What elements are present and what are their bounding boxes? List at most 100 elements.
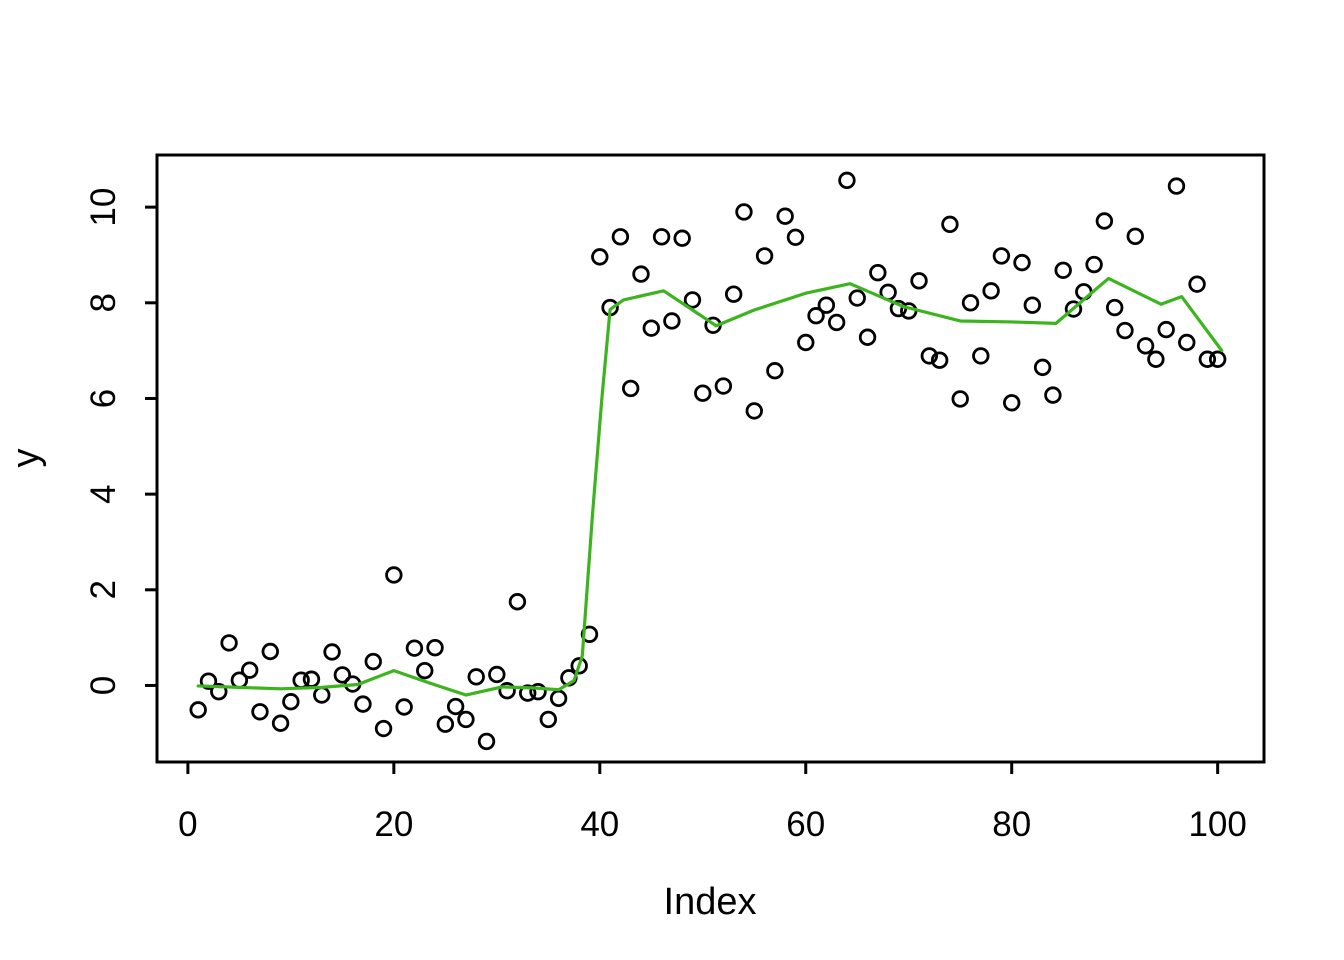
data-series-layer: [189, 171, 1227, 751]
data-point: [549, 689, 568, 708]
data-point: [766, 362, 784, 380]
data-point: [364, 652, 382, 671]
data-point: [1033, 358, 1052, 377]
y-tick-label: 6: [84, 389, 123, 408]
data-point: [1044, 386, 1062, 404]
data-point: [416, 661, 434, 680]
data-point: [1147, 350, 1165, 368]
data-point: [683, 291, 702, 309]
data-point: [405, 639, 424, 657]
data-point: [611, 228, 630, 246]
data-point: [519, 684, 537, 702]
data-point: [580, 625, 599, 643]
data-point: [333, 666, 352, 684]
data-point: [477, 732, 496, 751]
data-point: [786, 228, 805, 246]
data-point: [1105, 298, 1124, 317]
y-tick-label: 4: [84, 484, 123, 503]
data-point: [1188, 275, 1206, 293]
data-point: [1167, 177, 1186, 195]
data-point: [436, 715, 455, 733]
data-point: [313, 686, 331, 704]
data-point: [282, 693, 300, 711]
data-point: [951, 390, 969, 408]
data-point: [652, 228, 671, 246]
data-point: [1198, 350, 1217, 368]
data-point: [776, 207, 794, 225]
data-point: [961, 294, 980, 312]
data-point: [385, 566, 403, 584]
data-point: [930, 351, 949, 369]
data-point: [632, 265, 650, 283]
y-tick-label: 2: [84, 580, 123, 599]
data-point: [1085, 255, 1103, 274]
y-axis-title: y: [5, 449, 47, 468]
data-point: [724, 285, 743, 303]
data-point: [395, 698, 413, 716]
smooth-fit-line: [196, 276, 1224, 697]
data-point: [240, 661, 259, 679]
data-point: [797, 333, 815, 352]
data-point: [910, 272, 928, 290]
data-point: [508, 593, 527, 611]
x-axis-title: Index: [664, 881, 757, 923]
data-point: [827, 313, 846, 332]
data-point: [714, 377, 733, 395]
data-point: [694, 384, 712, 402]
data-point: [755, 247, 774, 265]
data-point: [354, 695, 372, 713]
data-point: [745, 402, 763, 420]
data-point: [529, 682, 547, 701]
data-point: [426, 638, 444, 657]
data-point: [1178, 333, 1196, 352]
data-point: [642, 319, 660, 337]
data-point: [220, 634, 238, 652]
data-point: [374, 719, 393, 738]
data-point: [869, 263, 887, 282]
data-point: [1023, 296, 1042, 314]
data-point: [941, 215, 959, 234]
x-tick-label: 60: [786, 805, 825, 844]
data-point: [302, 670, 321, 688]
data-point: [1095, 212, 1114, 230]
data-point: [457, 710, 475, 729]
data-point: [663, 312, 681, 330]
data-point: [621, 379, 640, 398]
data-point: [673, 229, 691, 247]
y-tick-label: 0: [84, 676, 123, 695]
data-point: [1116, 321, 1134, 340]
data-point: [1013, 253, 1031, 272]
data-point: [261, 642, 279, 661]
x-tick-label: 80: [992, 805, 1031, 844]
data-point: [982, 282, 1000, 300]
data-point: [488, 665, 506, 684]
data-point: [1136, 337, 1155, 355]
data-point: [539, 710, 558, 729]
data-point: [992, 247, 1011, 265]
x-tick-label: 100: [1188, 805, 1246, 844]
data-point: [848, 289, 866, 307]
data-point: [570, 657, 588, 675]
data-point: [323, 643, 341, 661]
data-point: [1003, 394, 1021, 412]
data-point: [1208, 350, 1227, 368]
axes-layer: 0 20 40 60 80 100 0 2 4 6 8 10: [84, 188, 1247, 844]
data-point: [1054, 261, 1072, 279]
y-tick-label: 8: [84, 293, 123, 312]
data-point: [920, 347, 939, 365]
data-point: [1157, 320, 1175, 339]
y-tick-label: 10: [84, 188, 123, 227]
plot-border-box: [155, 153, 1266, 764]
data-point: [467, 668, 485, 686]
x-tick-label: 0: [178, 805, 197, 844]
data-point: [858, 328, 877, 346]
data-point: [1064, 300, 1083, 318]
data-point: [1126, 227, 1144, 246]
data-point: [271, 714, 290, 732]
x-tick-label: 20: [374, 805, 413, 844]
data-point: [838, 171, 856, 190]
data-point: [189, 701, 207, 719]
x-tick-label: 40: [580, 805, 619, 844]
